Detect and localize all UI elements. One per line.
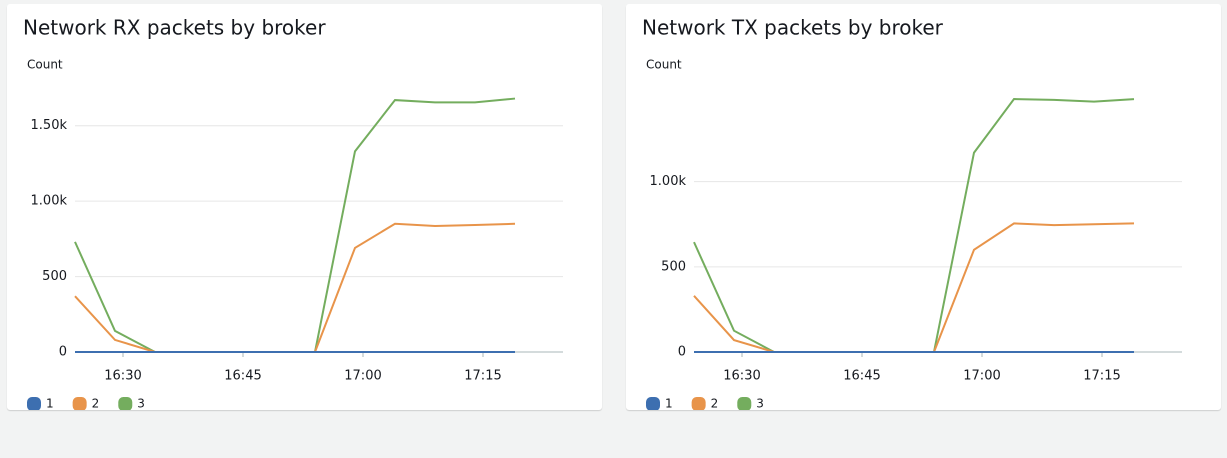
legend-swatch	[646, 397, 660, 410]
x-tick-label: 17:00	[963, 369, 1000, 384]
chart: Network TX packets by broker Count 0 500 1.0…	[642, 16, 1182, 411]
legend-swatch	[118, 397, 133, 410]
legend-label: 1	[46, 397, 54, 411]
legend-label: 3	[137, 397, 145, 411]
x-tick-label: 17:15	[464, 369, 501, 384]
x-tick-label: 16:45	[224, 369, 261, 384]
y-tick-label: 1.50k	[31, 118, 68, 133]
x-tick-label: 17:15	[1083, 369, 1120, 384]
legend-swatch	[72, 397, 87, 410]
y-tick-label: 500	[42, 269, 67, 284]
legend-label: 1	[665, 397, 673, 411]
legend-label: 3	[756, 397, 764, 411]
x-tick-label: 16:30	[104, 369, 141, 384]
chart-title: Network RX packets by broker	[23, 16, 326, 40]
y-tick-label: 1.00k	[31, 194, 68, 209]
y-tick-label: 0	[59, 345, 67, 360]
chart-title: Network TX packets by broker	[642, 16, 944, 40]
panel: Network RX packets by broker Count 0 500 1.0…	[7, 4, 602, 410]
x-tick-label: 17:00	[344, 369, 381, 384]
y-axis-label: Count	[646, 58, 682, 72]
series-line	[693, 222, 1135, 353]
y-axis-label: Count	[27, 58, 63, 72]
legend-swatch	[737, 397, 752, 410]
panel: Network TX packets by broker Count 0 500 1.0…	[626, 4, 1221, 410]
y-tick-label: 0	[678, 345, 686, 360]
x-tick-label: 16:45	[843, 369, 880, 384]
legend-swatch	[27, 397, 41, 410]
chart: Network RX packets by broker Count 0 500 1.0…	[23, 16, 563, 411]
legend-swatch	[691, 397, 706, 410]
legend-label: 2	[711, 397, 719, 411]
x-tick-label: 16:30	[723, 369, 760, 384]
legend-label: 2	[92, 397, 100, 411]
y-tick-label: 1.00k	[650, 174, 687, 189]
y-tick-label: 500	[661, 259, 686, 274]
series-line	[74, 222, 516, 353]
